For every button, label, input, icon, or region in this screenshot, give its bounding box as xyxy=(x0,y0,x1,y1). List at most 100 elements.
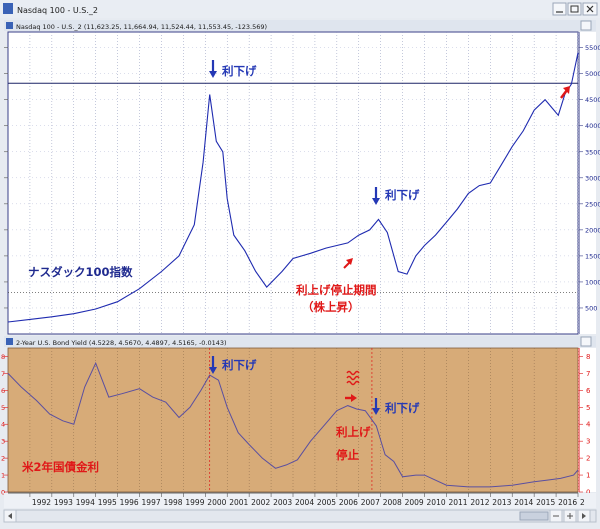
price-y-axis: 500 1000 1500 2000 2500 3000 3500 4000 4500 5000 5… xyxy=(4,44,600,312)
pause-label: 停止 xyxy=(336,448,359,462)
x-tick-label: 2013 xyxy=(492,498,511,507)
price-panel-header-bar xyxy=(4,20,596,31)
x-tick-label: 2015 xyxy=(536,498,555,507)
down-arrow-icon xyxy=(209,356,217,374)
x-tick-label: 2008 xyxy=(383,498,402,507)
window-title: Nasdaq 100 - U.S._2 xyxy=(17,6,98,15)
x-axis-bar xyxy=(4,493,596,508)
x-tick-label: 2014 xyxy=(514,498,533,507)
yield-name-label: 米2年国債金利 xyxy=(21,460,99,474)
wave-mark-icon xyxy=(346,370,360,386)
annotation-cut-2000: 利下げ xyxy=(221,64,257,78)
y-tick-label: 5 xyxy=(1,404,5,412)
x-tick-label: 1999 xyxy=(185,498,204,507)
down-arrow-icon xyxy=(372,398,380,415)
yield-y-axis: 0 0 1 1 2 2 3 3 4 4 5 5 6 6 7 7 8 8 xyxy=(1,353,591,497)
scroll-thumb[interactable] xyxy=(519,511,549,521)
y-tick-label: 3500 xyxy=(585,148,600,156)
y-tick-label: 500 xyxy=(585,304,597,312)
x-tick-label: 2010 xyxy=(427,498,446,507)
x-tick-label: 2011 xyxy=(448,498,467,507)
x-tick-label: 2005 xyxy=(317,498,336,507)
price-grid xyxy=(8,32,579,334)
x-tick-label: 2 xyxy=(580,498,585,507)
x-tick-label: 1992 xyxy=(32,498,51,507)
y-tick-label: 2 xyxy=(586,455,590,463)
x-tick-label: 2001 xyxy=(229,498,248,507)
zoom-out-button[interactable] xyxy=(549,509,563,523)
x-tick-label: 1994 xyxy=(76,498,95,507)
chart-icon xyxy=(6,22,13,29)
scroll-right-button[interactable] xyxy=(577,509,591,523)
y-tick-label: 8 xyxy=(586,353,590,361)
annotation-cut-2007: 利下げ xyxy=(384,188,420,202)
x-tick-label: 2002 xyxy=(251,498,270,507)
right-arrow-icon xyxy=(345,394,357,402)
x-tick-label: 2016 xyxy=(558,498,577,507)
minimize-button[interactable] xyxy=(552,2,567,16)
down-arrow-icon xyxy=(372,187,380,205)
y-tick-label: 3 xyxy=(586,438,590,446)
y-tick-label: 1500 xyxy=(585,252,600,260)
x-tick-label: 1997 xyxy=(142,498,161,507)
stock-rise-label: （株上昇） xyxy=(302,300,360,314)
x-tick-label: 1995 xyxy=(98,498,117,507)
close-button[interactable] xyxy=(582,2,598,16)
y-tick-label: 4000 xyxy=(585,122,600,130)
y-tick-label: 0 xyxy=(1,489,5,497)
yield-axis-panel xyxy=(578,348,596,492)
yield-panel-header: 2-Year U.S. Bond Yield (4.5228, 4.5670, … xyxy=(16,339,227,347)
y-tick-label: 0 xyxy=(586,489,590,497)
index-name-label: ナスダック100指数 xyxy=(28,265,133,279)
title-bar xyxy=(0,0,600,18)
x-tick-label: 2012 xyxy=(470,498,489,507)
y-tick-label: 6 xyxy=(1,387,5,395)
price-axis-panel xyxy=(578,32,596,334)
y-tick-label: 7 xyxy=(1,370,5,378)
y-tick-label: 2500 xyxy=(585,200,600,208)
panel-close-button[interactable] xyxy=(580,336,592,347)
y-tick-label: 3 xyxy=(1,438,5,446)
y-tick-label: 2 xyxy=(1,455,5,463)
y-tick-label: 4 xyxy=(1,421,5,429)
x-tick-label: 1996 xyxy=(120,498,139,507)
yield-line xyxy=(7,361,579,488)
yield-grid xyxy=(29,348,579,492)
yield-panel-header-bar xyxy=(4,336,596,347)
scroll-left-button[interactable] xyxy=(3,509,17,523)
y-tick-label: 6 xyxy=(586,387,591,395)
x-tick-label: 2004 xyxy=(295,498,314,507)
x-tick-label: 2006 xyxy=(339,498,358,507)
up-right-arrow-icon xyxy=(560,86,570,99)
y-tick-label: 5000 xyxy=(585,70,600,78)
y-tick-label: 7 xyxy=(586,370,590,378)
x-axis: 1992 1993 1994 1995 1996 1997 1998 1999 2000 2001… xyxy=(29,493,585,507)
y-tick-label: 1 xyxy=(1,472,5,480)
zoom-in-button[interactable] xyxy=(563,509,577,523)
y-tick-label: 5500 xyxy=(585,44,600,52)
y-tick-label: 8 xyxy=(1,353,5,361)
app-icon xyxy=(3,3,13,14)
yield-cut-2007: 利下げ xyxy=(384,401,420,415)
pause-period-label: 利上げ停止期間 xyxy=(295,283,377,297)
y-tick-label: 4500 xyxy=(585,96,600,104)
x-tick-label: 2009 xyxy=(405,498,424,507)
y-tick-label: 2000 xyxy=(585,226,600,234)
down-arrow-icon xyxy=(209,60,217,78)
hike-label: 利上げ xyxy=(335,425,371,439)
x-tick-label: 2007 xyxy=(361,498,380,507)
horizontal-scrollbar[interactable] xyxy=(3,509,597,523)
panel-close-button[interactable] xyxy=(580,20,592,31)
chart-icon xyxy=(6,338,13,345)
maximize-button[interactable] xyxy=(567,2,582,16)
x-tick-label: 2003 xyxy=(273,498,292,507)
up-right-arrow-icon xyxy=(343,258,353,269)
y-tick-label: 4 xyxy=(586,421,591,429)
price-panel-header: Nasdaq 100 - U.S._2 (11,623.25, 11,664.9… xyxy=(16,23,267,31)
y-tick-label: 5 xyxy=(586,404,590,412)
x-tick-label: 2000 xyxy=(207,498,226,507)
yield-cut-2000: 利下げ xyxy=(221,358,257,372)
y-tick-label: 3000 xyxy=(585,174,600,182)
x-tick-label: 1998 xyxy=(163,498,182,507)
